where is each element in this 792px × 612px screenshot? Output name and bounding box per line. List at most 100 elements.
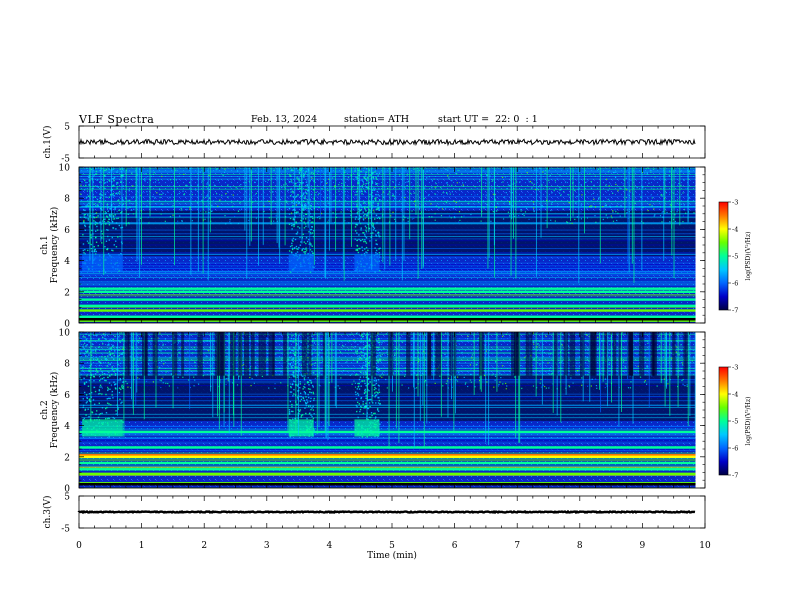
ch1-spectrogram-speckle: [594, 206, 597, 208]
ch1-spectrogram-burst: [288, 223, 291, 225]
ch1-spectrogram-burst: [112, 249, 114, 252]
ch1-spectrogram-speckle: [453, 200, 455, 202]
ch1-spectrogram-freq-line: [79, 264, 696, 266]
ch2-spectrogram-speckle: [689, 362, 691, 364]
ch1-spectrogram-freq-line: [79, 253, 696, 255]
ch1-spectrogram-freq-line: [79, 206, 696, 207]
ch2-spectrogram-sferic: [518, 332, 520, 443]
ch1-spectrogram-speckle: [624, 199, 627, 201]
ch2-spectrogram-sferic: [552, 332, 554, 413]
ch1-spectrogram-speckle: [156, 192, 158, 194]
ch2-spectrogram-burst: [109, 363, 111, 366]
ch1-spectrogram-speckle: [586, 217, 589, 219]
ch1-spectrogram-burst: [378, 188, 380, 190]
ch1-spectrogram-burst: [370, 232, 372, 235]
ch2-spectrogram-speckle: [326, 376, 328, 378]
ch2-spectrogram-dark-gap: [301, 332, 308, 376]
ch1-spectrogram-burst: [82, 209, 85, 211]
ch2-spectrogram-speckle: [164, 338, 167, 340]
ch2-spectrogram-burst: [102, 333, 105, 336]
ch2-spectrogram-speckle: [572, 382, 574, 384]
ch1-spectrogram-speckle: [503, 202, 505, 204]
ch1-spectrogram-burst: [361, 246, 363, 248]
ch1-spectrogram-speckle: [499, 206, 501, 208]
ch2-spectrogram-burst: [91, 411, 93, 413]
ch1-spectrogram-speckle: [454, 217, 456, 219]
ch1-spectrogram-speckle: [404, 196, 406, 199]
ch2-spectrogram-speckle: [470, 381, 472, 383]
ch2-spectrogram-speckle: [442, 385, 444, 387]
ch2-spectrogram-speckle: [608, 363, 610, 366]
ch2-spectrogram-dark-gap: [639, 332, 645, 376]
ch1-spectrogram-speckle: [475, 206, 477, 208]
ch1-spectrogram-burst: [94, 236, 97, 239]
ch2-spectrogram-sferic: [79, 332, 81, 380]
ch1-spectrogram-speckle: [167, 191, 169, 193]
ch1-spectrogram-freq-line: [79, 216, 696, 217]
ch1-spectrogram-burst: [298, 184, 301, 186]
ch1-spectrogram-speckle: [431, 216, 433, 218]
ch2-spectrogram-freq-line: [79, 349, 696, 351]
ch1-spectrogram-burst: [115, 222, 118, 224]
ch2-spectrogram-speckle: [280, 382, 282, 384]
ch1-spectrogram-speckle: [646, 172, 648, 174]
ch2-spectrogram-speckle: [479, 376, 481, 379]
ch2-spectrogram-speckle: [408, 387, 410, 389]
ch1-spectrogram-speckle: [233, 215, 236, 218]
ch1-spectrogram-burst: [369, 209, 371, 212]
ch2-spectrogram-speckle: [120, 360, 122, 362]
ch1-spectrogram-burst: [101, 194, 104, 196]
ch2-spectrogram-speckle: [99, 374, 102, 376]
ch2-spectrogram-speckle: [89, 374, 91, 377]
ch2-spectrogram-speckle: [298, 368, 300, 371]
ch1-spectrogram-speckle: [462, 184, 464, 186]
ch2-spectrogram-sferic: [473, 332, 475, 395]
ch1-spectrogram-burst: [113, 244, 116, 246]
ch1-spectrogram-burst: [311, 221, 314, 223]
ch1-spectrogram-burst: [303, 192, 305, 194]
ch2-spectrogram-speckle: [467, 385, 469, 388]
ch1-spectrogram-burst: [109, 215, 111, 217]
ch1-spectrogram-burst: [295, 245, 298, 248]
ch1-spectrogram-sferic: [307, 167, 309, 228]
ch2-spectrogram-burst: [109, 388, 111, 391]
ch2-spectrogram-burst: [118, 391, 121, 394]
ch2-spectrogram-speckle: [658, 335, 660, 338]
ch2-spectrogram-burst: [288, 413, 291, 415]
ch2-spectrogram-burst: [363, 332, 365, 335]
ch1-spectrogram-burst: [311, 245, 313, 247]
ch1-spectrogram-speckle: [451, 191, 453, 193]
ch1-spectrogram-burst: [86, 240, 89, 242]
ch1-spectrogram-sferic: [103, 167, 105, 276]
ch1-spectrogram-speckle: [152, 196, 154, 198]
ch2-spectrogram-burst: [300, 395, 303, 398]
ch2-spectrogram-burst: [377, 368, 379, 371]
ch1-spectrogram-burst: [121, 197, 124, 199]
ch1-spectrogram-burst: [113, 184, 115, 187]
ch2-spectrogram-burst: [93, 386, 95, 389]
ch2-spectrogram-burst: [306, 351, 309, 354]
ch2-spectrogram-speckle: [396, 348, 398, 350]
ch1-spectrogram-speckle: [508, 215, 511, 217]
ch2-spectrogram-speckle: [494, 375, 497, 378]
ch1-spectrogram-burst: [307, 169, 310, 172]
ch1-spectrogram-speckle: [227, 191, 229, 193]
ch2-spectrogram-burst: [91, 350, 93, 352]
ch1-spectrogram-speckle: [625, 188, 627, 190]
ch1-spectrogram-sferic: [249, 167, 251, 246]
ch1-waveform-line: [78, 137, 696, 147]
ch2-spectrogram-speckle: [380, 340, 382, 342]
ch1-spectrogram-burst: [301, 204, 304, 206]
ch1-spectrogram-burst: [292, 218, 295, 221]
ch1-spectrogram-speckle: [414, 200, 416, 202]
ch1-spectrogram-speckle: [607, 171, 610, 173]
ch2-spectrogram-speckle: [532, 332, 535, 334]
ch2-spectrogram-burst: [370, 416, 372, 419]
ch1-spectrogram-speckle: [169, 215, 171, 218]
ch1-spectrogram-speckle: [504, 176, 507, 178]
ch2-spectrogram-burst: [307, 405, 310, 407]
ch1-spectrogram-speckle: [365, 216, 367, 219]
ch1-spectrogram-sferic: [535, 167, 537, 277]
ch2-spectrogram-burst: [307, 401, 309, 403]
ch1-spectrogram-speckle: [529, 180, 532, 183]
